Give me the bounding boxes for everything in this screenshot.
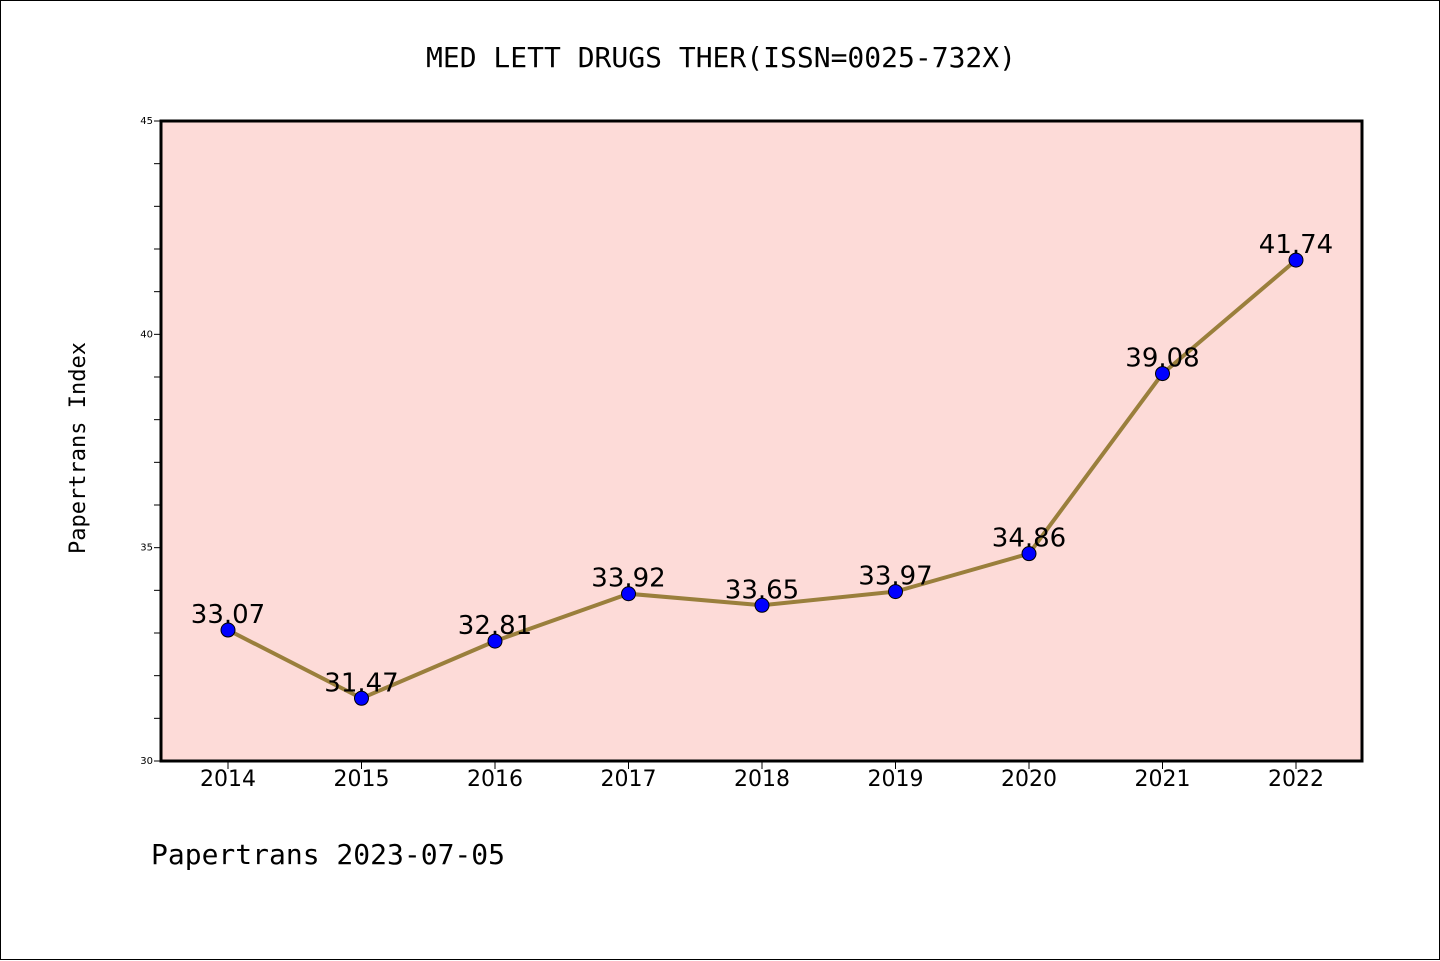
data-labels: 33.07 31.47 32.81 33.92 33.65 33.97 34.86 39.08… bbox=[191, 230, 1333, 698]
y-tick-label: 40 bbox=[140, 329, 153, 340]
x-tick-label: 2021 bbox=[1135, 767, 1191, 792]
x-tick-label: 2019 bbox=[868, 767, 924, 792]
data-label: 33.92 bbox=[591, 564, 665, 594]
x-tick-label: 2022 bbox=[1268, 767, 1324, 792]
data-point bbox=[354, 690, 369, 706]
data-label: 33.97 bbox=[858, 562, 932, 592]
data-point bbox=[1155, 366, 1170, 382]
data-label: 39.08 bbox=[1125, 344, 1199, 374]
footer-text: Papertrans 2023-07-05 bbox=[151, 838, 505, 871]
x-tick-label: 2015 bbox=[334, 767, 390, 792]
y-axis: 30 35 40 45 bbox=[140, 116, 161, 767]
data-label: 31.47 bbox=[324, 668, 398, 698]
x-tick-label: 2018 bbox=[734, 767, 790, 792]
x-axis: 2014 2015 2016 2017 2018 2019 2020 2021 2022 bbox=[200, 761, 1324, 792]
y-tick-label: 35 bbox=[140, 543, 153, 554]
x-tick-label: 2020 bbox=[1001, 767, 1057, 792]
chart-title: MED LETT DRUGS THER(ISSN=0025-732X) bbox=[426, 41, 1016, 74]
data-label: 34.86 bbox=[992, 524, 1066, 554]
x-tick-label: 2014 bbox=[200, 767, 256, 792]
data-label: 33.07 bbox=[191, 600, 265, 630]
data-point bbox=[754, 597, 770, 613]
data-label: 32.81 bbox=[458, 611, 532, 641]
data-points bbox=[220, 252, 1304, 706]
data-label: 41.74 bbox=[1259, 230, 1333, 260]
data-point bbox=[220, 622, 236, 638]
data-point bbox=[621, 586, 636, 602]
data-point bbox=[1288, 252, 1304, 268]
y-tick-label: 45 bbox=[140, 116, 153, 127]
y-axis-label: Papertrans Index bbox=[66, 342, 91, 554]
data-point bbox=[487, 633, 503, 649]
plot-area bbox=[159, 119, 1364, 763]
data-point bbox=[1021, 546, 1037, 562]
data-point bbox=[888, 584, 903, 600]
data-label: 33.65 bbox=[725, 575, 799, 605]
y-tick-label: 30 bbox=[140, 756, 153, 767]
x-tick-label: 2016 bbox=[467, 767, 523, 792]
x-tick-label: 2017 bbox=[601, 767, 657, 792]
